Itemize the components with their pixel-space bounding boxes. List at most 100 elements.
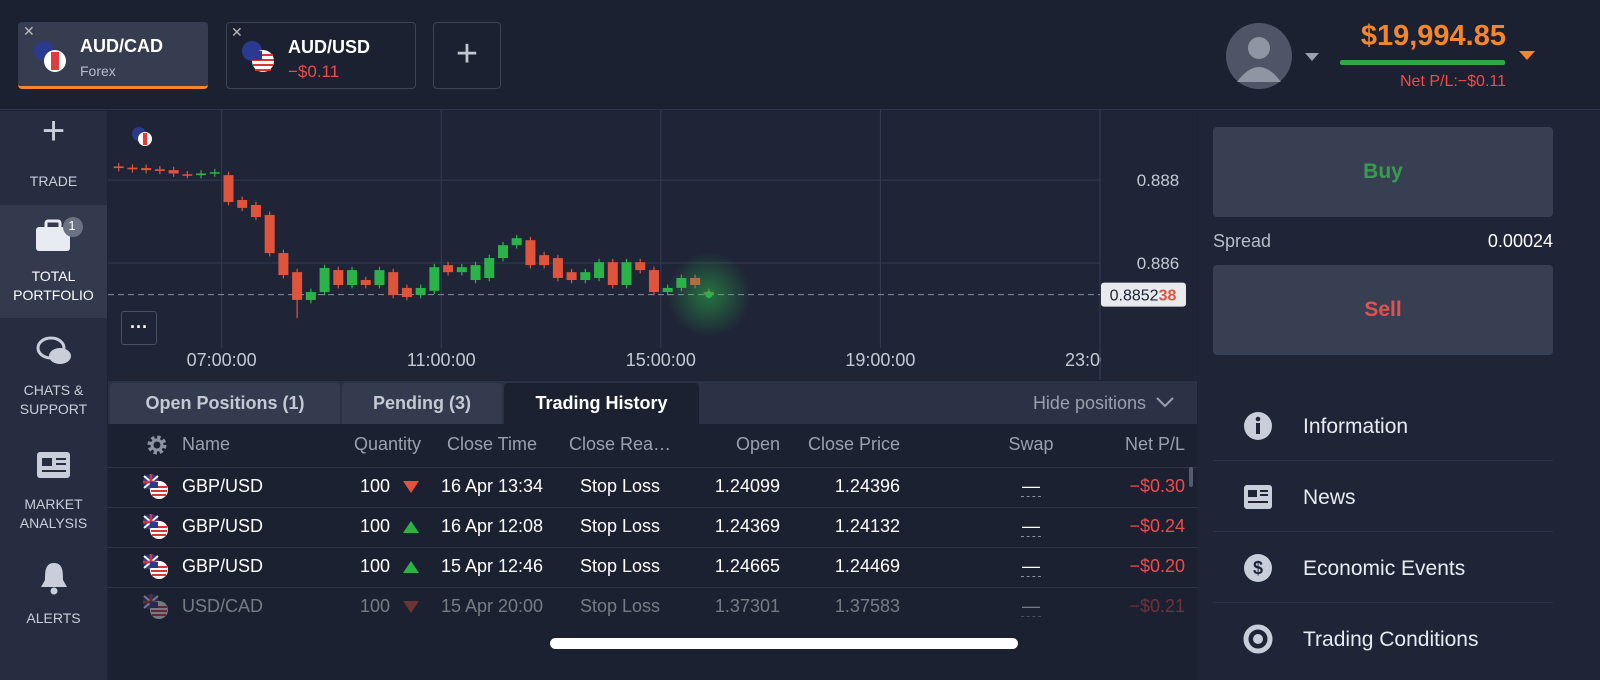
- table-cell: 100: [359, 516, 390, 536]
- candle-body: [594, 262, 605, 278]
- table-cell: GBP/USD: [182, 516, 264, 536]
- row-separator: [108, 467, 1197, 468]
- candle-body: [470, 265, 481, 281]
- dropdown-arrow[interactable]: [1518, 50, 1536, 62]
- hide-positions[interactable]: Hide positions: [1032, 393, 1146, 413]
- direction-arrow: [403, 561, 419, 573]
- live-dot: [705, 291, 713, 299]
- tab-pl: −$0.11: [288, 62, 340, 81]
- badge: 1: [68, 218, 76, 233]
- candle-body: [127, 167, 138, 170]
- table-cell: 1.24665: [714, 556, 780, 576]
- candle-body: [113, 166, 124, 169]
- candle-body: [456, 267, 467, 273]
- close-icon[interactable]: ✕: [23, 23, 35, 39]
- flag: [242, 41, 274, 72]
- sidebar-item[interactable]: TOTAL PORTFOLIO: [13, 268, 94, 303]
- home-indicator: [550, 638, 1018, 649]
- candle-body: [388, 272, 399, 295]
- candle-body: [182, 174, 193, 176]
- positions-tab[interactable]: Pending (3): [342, 383, 502, 424]
- candle-body: [292, 272, 303, 300]
- add-tab-button[interactable]: +: [433, 22, 501, 89]
- news-icon: [1244, 485, 1272, 509]
- info-icon: [1244, 412, 1272, 440]
- column-header[interactable]: Quantity: [353, 434, 421, 454]
- column-header[interactable]: Net P/L: [1124, 434, 1185, 454]
- candle-body: [484, 258, 495, 278]
- table-cell: −$0.24: [1129, 516, 1185, 536]
- column-header[interactable]: Close Time: [446, 434, 538, 454]
- table-cell: −$0.21: [1129, 596, 1185, 616]
- column-header[interactable]: Swap: [1008, 434, 1054, 454]
- table-cell: 16 Apr 12:08: [440, 516, 544, 536]
- table-cell: 100: [359, 556, 390, 576]
- menu-label: Information: [1303, 415, 1409, 438]
- direction-arrow: [403, 521, 419, 533]
- flag: [143, 554, 168, 579]
- sidebar-item[interactable]: CHATS & SUPPORT: [19, 382, 88, 417]
- column-header[interactable]: Close Rea…: [568, 434, 672, 454]
- menu-label: Economic Events: [1303, 557, 1466, 580]
- x-tick-label: 19:00:00: [845, 350, 915, 370]
- tab-title: AUD/USD: [288, 37, 371, 57]
- asset-tab[interactable]: ✕ AUD/USD −$0.11: [226, 22, 416, 89]
- table-cell: Stop Loss: [579, 476, 661, 496]
- candle-body: [580, 272, 591, 281]
- sell-button[interactable]: Sell: [1213, 265, 1553, 355]
- chart-area: [108, 111, 1197, 380]
- table-cell: 1.24099: [714, 476, 780, 496]
- sidebar-active: [0, 205, 107, 318]
- direction-arrow: [403, 601, 419, 613]
- menu-item[interactable]: $ Economic Events: [1213, 533, 1553, 603]
- table-cell: Stop Loss: [579, 556, 661, 576]
- avatar[interactable]: [1225, 22, 1325, 92]
- candle-body: [319, 268, 330, 293]
- x-tick-label: 23:00:00: [1065, 350, 1135, 370]
- sidebar-item[interactable]: TRADE: [29, 173, 78, 189]
- chevron[interactable]: [1155, 396, 1175, 410]
- balance[interactable]: $19,994.85: [1360, 20, 1506, 52]
- chart-menu-button[interactable]: ···: [121, 311, 157, 345]
- svg-text:$: $: [1253, 558, 1263, 578]
- price-tag-label: 0.885238: [1110, 288, 1177, 305]
- column-header[interactable]: Close Price: [807, 434, 900, 454]
- x-tick-label: 15:00:00: [626, 350, 696, 370]
- news-icon: [37, 452, 70, 478]
- swap-underline: [1021, 536, 1041, 537]
- dollar-icon: $: [1244, 554, 1272, 582]
- candle-body: [223, 175, 234, 203]
- spread-label: Spread: [1213, 231, 1272, 251]
- portfolio-icon: [36, 217, 83, 251]
- candle-body: [264, 214, 275, 254]
- positions-panel: [108, 381, 1197, 680]
- sidebar-item[interactable]: ALERTS: [26, 610, 81, 626]
- column-header[interactable]: Name: [182, 434, 231, 454]
- price-tag: [1101, 282, 1186, 307]
- table-cell: —: [1022, 596, 1040, 616]
- column-header[interactable]: Open: [735, 434, 780, 454]
- settings-icon[interactable]: [146, 434, 168, 456]
- candle-body: [525, 240, 536, 266]
- candle-body: [237, 199, 248, 208]
- flag: [132, 127, 152, 146]
- asset-tab[interactable]: ✕ AUD/CAD Forex: [18, 22, 208, 89]
- close-icon[interactable]: ✕: [231, 24, 243, 40]
- positions-tab-active[interactable]: Trading History: [504, 383, 699, 424]
- menu-item[interactable]: News: [1213, 462, 1553, 532]
- menu-item[interactable]: Information: [1213, 391, 1553, 461]
- candle-body: [278, 253, 289, 276]
- conditions-icon: [1243, 624, 1273, 654]
- swap-underline: [1021, 616, 1041, 617]
- positions-tab[interactable]: Open Positions (1): [110, 383, 340, 424]
- table-cell: Stop Loss: [579, 596, 661, 616]
- row-separator: [108, 547, 1197, 548]
- x-tick-label: 11:00:00: [407, 350, 476, 370]
- menu-item[interactable]: Trading Conditions: [1213, 604, 1553, 674]
- sidebar-item[interactable]: MARKET ANALYSIS: [19, 496, 88, 531]
- buy-button[interactable]: Buy: [1213, 127, 1553, 217]
- table-cell: 1.24132: [834, 516, 900, 536]
- table-cell: —: [1022, 476, 1040, 496]
- candle-body: [443, 265, 454, 273]
